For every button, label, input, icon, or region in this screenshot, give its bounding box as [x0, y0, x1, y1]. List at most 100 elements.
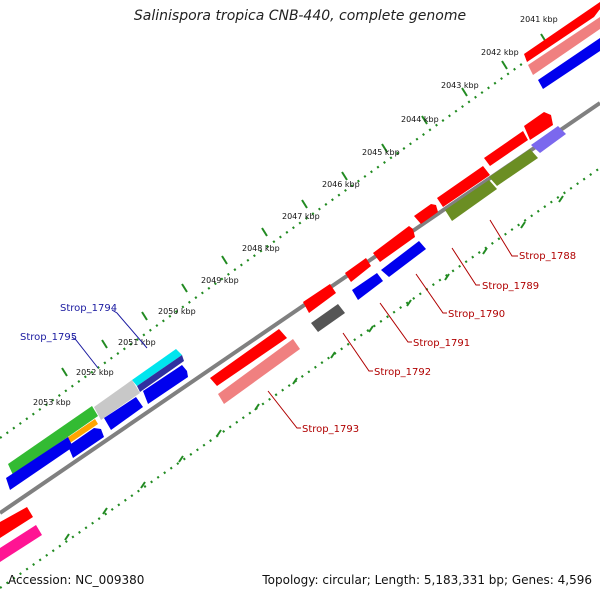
cds-feature-olive[interactable]	[489, 149, 538, 186]
tick-label: 2041 kbp	[520, 15, 558, 24]
cds-feature-blue[interactable]	[381, 241, 426, 277]
leader-line	[415, 273, 447, 314]
gene-labels: Strop_1788 Strop_1789 Strop_1790 Strop_1…	[20, 251, 576, 435]
inner-dotted-track	[0, 167, 600, 589]
gene-label[interactable]: Strop_1795	[20, 332, 77, 343]
major-ticks	[61, 33, 547, 377]
genome-summary-text: Topology: circular; Length: 5,183,331 bp…	[262, 573, 592, 587]
tick-label: 2046 kbp	[322, 180, 360, 189]
cds-feature-purple[interactable]	[531, 126, 566, 153]
cds-feature-blue[interactable]	[538, 38, 600, 89]
cds-feature-red[interactable]	[373, 226, 415, 262]
gene-label[interactable]: Strop_1788	[519, 251, 576, 262]
cds-feature-blue[interactable]	[68, 428, 104, 458]
gene-label[interactable]: Strop_1794	[60, 303, 117, 314]
cds-feature-blue[interactable]	[352, 273, 383, 300]
tick-label: 2045 kbp	[362, 148, 400, 157]
minor-tick	[368, 325, 374, 333]
cds-feature-blue[interactable]	[6, 437, 73, 490]
major-tick	[61, 367, 68, 377]
minor-tick	[520, 221, 526, 229]
cds-feature-green[interactable]	[8, 406, 98, 475]
reverse-features	[0, 112, 566, 562]
outer-dotted-track	[0, 7, 600, 439]
cds-feature-cyan[interactable]	[132, 349, 182, 386]
cds-feature-pink[interactable]	[528, 17, 600, 75]
leader-line	[267, 390, 301, 429]
tick-label: 2049 kbp	[201, 276, 239, 285]
major-tick	[261, 227, 268, 237]
gene-label[interactable]: Strop_1791	[413, 338, 470, 349]
tick-label: 2044 kbp	[401, 115, 439, 124]
leader-line	[489, 219, 518, 257]
cds-feature-red[interactable]	[524, 112, 553, 140]
tick-label: 2053 kbp	[33, 398, 71, 407]
tick-track-inner	[0, 167, 600, 589]
leader-line	[111, 309, 148, 349]
cds-feature-magenta[interactable]	[0, 525, 42, 562]
gene-label[interactable]: Strop_1790	[448, 309, 505, 320]
leader-line	[379, 302, 412, 343]
gene-label[interactable]: Strop_1792	[374, 367, 431, 378]
minor-tick	[558, 195, 564, 203]
gene-label[interactable]: Strop_1793	[302, 424, 359, 435]
minor-tick	[64, 533, 70, 541]
minor-tick	[292, 377, 298, 385]
tick-label: 2048 kbp	[242, 244, 280, 253]
cds-feature-red[interactable]	[210, 329, 287, 386]
cds-feature-orange[interactable]	[64, 419, 98, 445]
cds-feature-olive[interactable]	[445, 180, 497, 221]
cds-feature-light-gray[interactable]	[94, 380, 140, 420]
cds-feature-blue[interactable]	[104, 397, 143, 430]
cds-feature-red[interactable]	[437, 166, 490, 207]
cds-feature-blue[interactable]	[143, 365, 188, 404]
major-tick	[461, 87, 468, 97]
cds-feature-pink[interactable]	[218, 339, 300, 404]
minor-tick	[178, 455, 184, 463]
label-leaders-red	[267, 219, 518, 429]
minor-tick	[482, 247, 488, 255]
leader-line	[71, 336, 99, 369]
tick-label: 2043 kbp	[441, 81, 479, 90]
minor-tick	[406, 299, 412, 307]
cds-feature-red[interactable]	[0, 507, 33, 538]
minor-tick	[102, 507, 108, 515]
cds-feature-red[interactable]	[345, 258, 371, 282]
major-tick	[501, 60, 508, 70]
major-tick	[341, 171, 348, 181]
minor-tick	[444, 273, 450, 281]
cds-feature-gray[interactable]	[311, 304, 345, 332]
tick-label: 2051 kbp	[118, 338, 156, 347]
forward-features	[6, 2, 600, 490]
tick-label: 2052 kbp	[76, 368, 114, 377]
tick-label: 2050 kbp	[158, 307, 196, 316]
label-leaders-blue	[71, 309, 148, 369]
major-tick	[101, 339, 108, 349]
minor-tick	[140, 481, 146, 489]
minor-tick	[254, 403, 260, 411]
minor-tick	[216, 429, 222, 437]
minor-ticks	[64, 195, 564, 541]
tick-label: 2042 kbp	[481, 48, 519, 57]
tick-label: 2047 kbp	[282, 212, 320, 221]
accession-text: Accession: NC_009380	[8, 573, 145, 587]
leader-line	[451, 247, 480, 286]
tick-track-outer	[0, 7, 600, 439]
map-title: Salinispora tropica CNB-440, complete ge…	[133, 8, 467, 24]
cds-feature-red[interactable]	[524, 2, 600, 62]
cds-feature-red[interactable]	[303, 284, 336, 313]
leader-line	[342, 332, 373, 372]
tick-labels: 2041 kbp 2042 kbp 2043 kbp 2044 kbp 2045…	[33, 15, 558, 407]
major-tick	[421, 115, 428, 125]
major-tick	[141, 311, 148, 321]
gene-label[interactable]: Strop_1789	[482, 281, 539, 292]
minor-tick	[330, 351, 336, 359]
cds-feature-navy[interactable]	[137, 355, 184, 392]
cds-feature-red[interactable]	[484, 131, 528, 166]
major-tick	[301, 199, 308, 209]
major-tick	[181, 283, 188, 293]
cds-feature-red[interactable]	[414, 204, 438, 224]
major-tick	[221, 255, 228, 265]
